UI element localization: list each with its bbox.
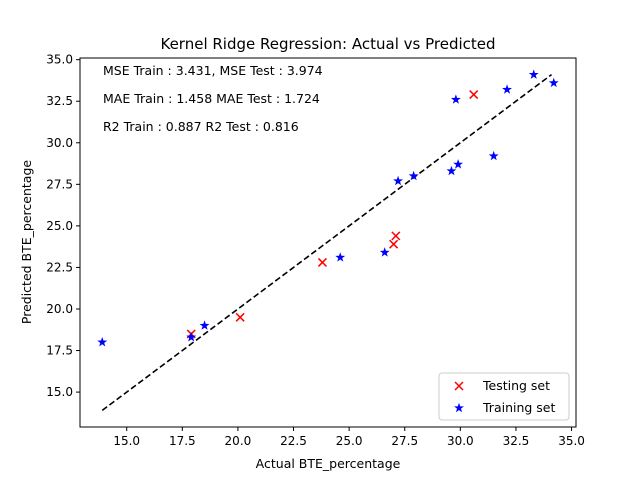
training-point [488,150,499,161]
training-point [335,252,346,262]
chart-title: Kernel Ridge Regression: Actual vs Predi… [160,35,495,53]
training-point [186,332,197,342]
y-axis-label: Predicted BTE_percentage [19,160,34,324]
training-point [199,320,210,330]
x-tick-label: 20.0 [225,434,252,448]
training-point [528,69,539,79]
annotation-mae: MAE Train : 1.458 MAE Test : 1.724 [103,91,320,106]
y-tick-label: 27.5 [46,177,73,191]
training-point [453,159,464,169]
x-tick-label: 30.0 [447,434,474,448]
x-tick-label: 35.0 [558,434,585,448]
training-point [450,94,461,104]
ideal-fit-line [101,73,553,412]
x-tick-label: 25.0 [336,434,363,448]
ticks-layer: 15.0 17.5 20.0 22.5 25.0 27.5 30.0 32.5 35.0 15.0… [46,53,585,448]
testing-point [389,239,399,249]
x-marker-icon [454,381,464,391]
y-tick-label: 22.5 [46,260,73,274]
testing-point [469,90,479,100]
legend-box [438,372,570,421]
x-axis-label: Actual BTE_percentage [256,456,401,471]
legend: Testing set Training set [438,372,570,421]
y-tick-label: 20.0 [46,302,73,316]
annotation-mse: MSE Train : 3.431, MSE Test : 3.974 [103,63,323,78]
training-point [393,175,404,186]
annotation-r2: R2 Train : 0.887 R2 Test : 0.816 [103,119,299,134]
y-tick-label: 35.0 [46,53,73,67]
x-tick-label: 17.5 [169,434,196,448]
training-point [548,77,559,88]
y-tick-label: 25.0 [46,219,73,233]
training-point [97,337,108,347]
y-tick-label: 30.0 [46,136,73,150]
testing-point [391,231,401,241]
x-tick-label: 22.5 [280,434,307,448]
x-tick-label: 15.0 [113,434,140,448]
legend-marker-testing [454,381,464,391]
legend-marker-training [454,402,464,413]
training-point [446,165,457,176]
legend-label-training: Training set [482,400,555,415]
training-point [502,84,512,94]
testing-point [235,312,245,322]
y-tick-label: 32.5 [46,94,73,108]
training-point [408,170,419,181]
marks-layer [97,69,559,412]
x-tick-label: 32.5 [503,434,530,448]
testing-point [317,257,327,267]
y-tick-label: 17.5 [46,344,73,358]
legend-label-testing: Testing set [482,378,550,393]
y-tick-label: 15.0 [46,385,73,399]
x-tick-label: 27.5 [391,434,418,448]
annotations: MSE Train : 3.431, MSE Test : 3.974 MAE … [103,63,323,134]
training-point [379,247,390,257]
star-marker-icon [454,402,464,413]
